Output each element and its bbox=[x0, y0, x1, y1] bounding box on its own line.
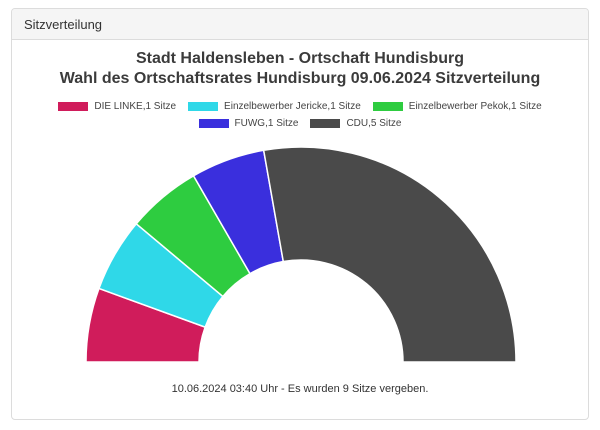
legend-swatch bbox=[188, 102, 219, 111]
legend-swatch bbox=[58, 102, 89, 111]
legend-swatch bbox=[372, 102, 403, 111]
legend-item-jericke[interactable]: Einzelbewerber Jericke,1 Sitze bbox=[188, 101, 361, 112]
legend-item-die-linke[interactable]: DIE LINKE,1 Sitze bbox=[58, 101, 176, 112]
legend-label: CDU,5 Sitze bbox=[346, 118, 402, 129]
legend-label: DIE LINKE,1 Sitze bbox=[94, 101, 177, 112]
legend-row-2: FUWG,1 Sitze CDU,5 Sitze bbox=[0, 118, 600, 129]
legend-label: Einzelbewerber Jericke,1 Sitze bbox=[224, 101, 361, 112]
legend-item-fuwg[interactable]: FUWG,1 Sitze bbox=[198, 118, 299, 129]
legend-label: FUWG,1 Sitze bbox=[234, 118, 299, 129]
legend-swatch bbox=[310, 119, 341, 128]
chart-title-line-2: Wahl des Ortschaftsrates Hundisburg 09.0… bbox=[59, 70, 541, 87]
panel-header: Sitzverteilung bbox=[12, 9, 588, 40]
legend-row-1: DIE LINKE,1 Sitze Einzelbewerber Jericke… bbox=[0, 101, 600, 112]
chart-footer: 10.06.2024 03:40 Uhr - Es wurden 9 Sitze… bbox=[171, 383, 429, 395]
legend-item-cdu[interactable]: CDU,5 Sitze bbox=[310, 118, 401, 129]
chart-title-line-1: Stadt Haldensleben - Ortschaft Hundisbur… bbox=[135, 50, 465, 67]
legend-swatch bbox=[198, 119, 229, 128]
legend-label: Einzelbewerber Pekok,1 Sitze bbox=[408, 101, 542, 112]
legend-item-pekok[interactable]: Einzelbewerber Pekok,1 Sitze bbox=[372, 101, 542, 112]
seat-segment-cdu[interactable] bbox=[262, 146, 517, 363]
